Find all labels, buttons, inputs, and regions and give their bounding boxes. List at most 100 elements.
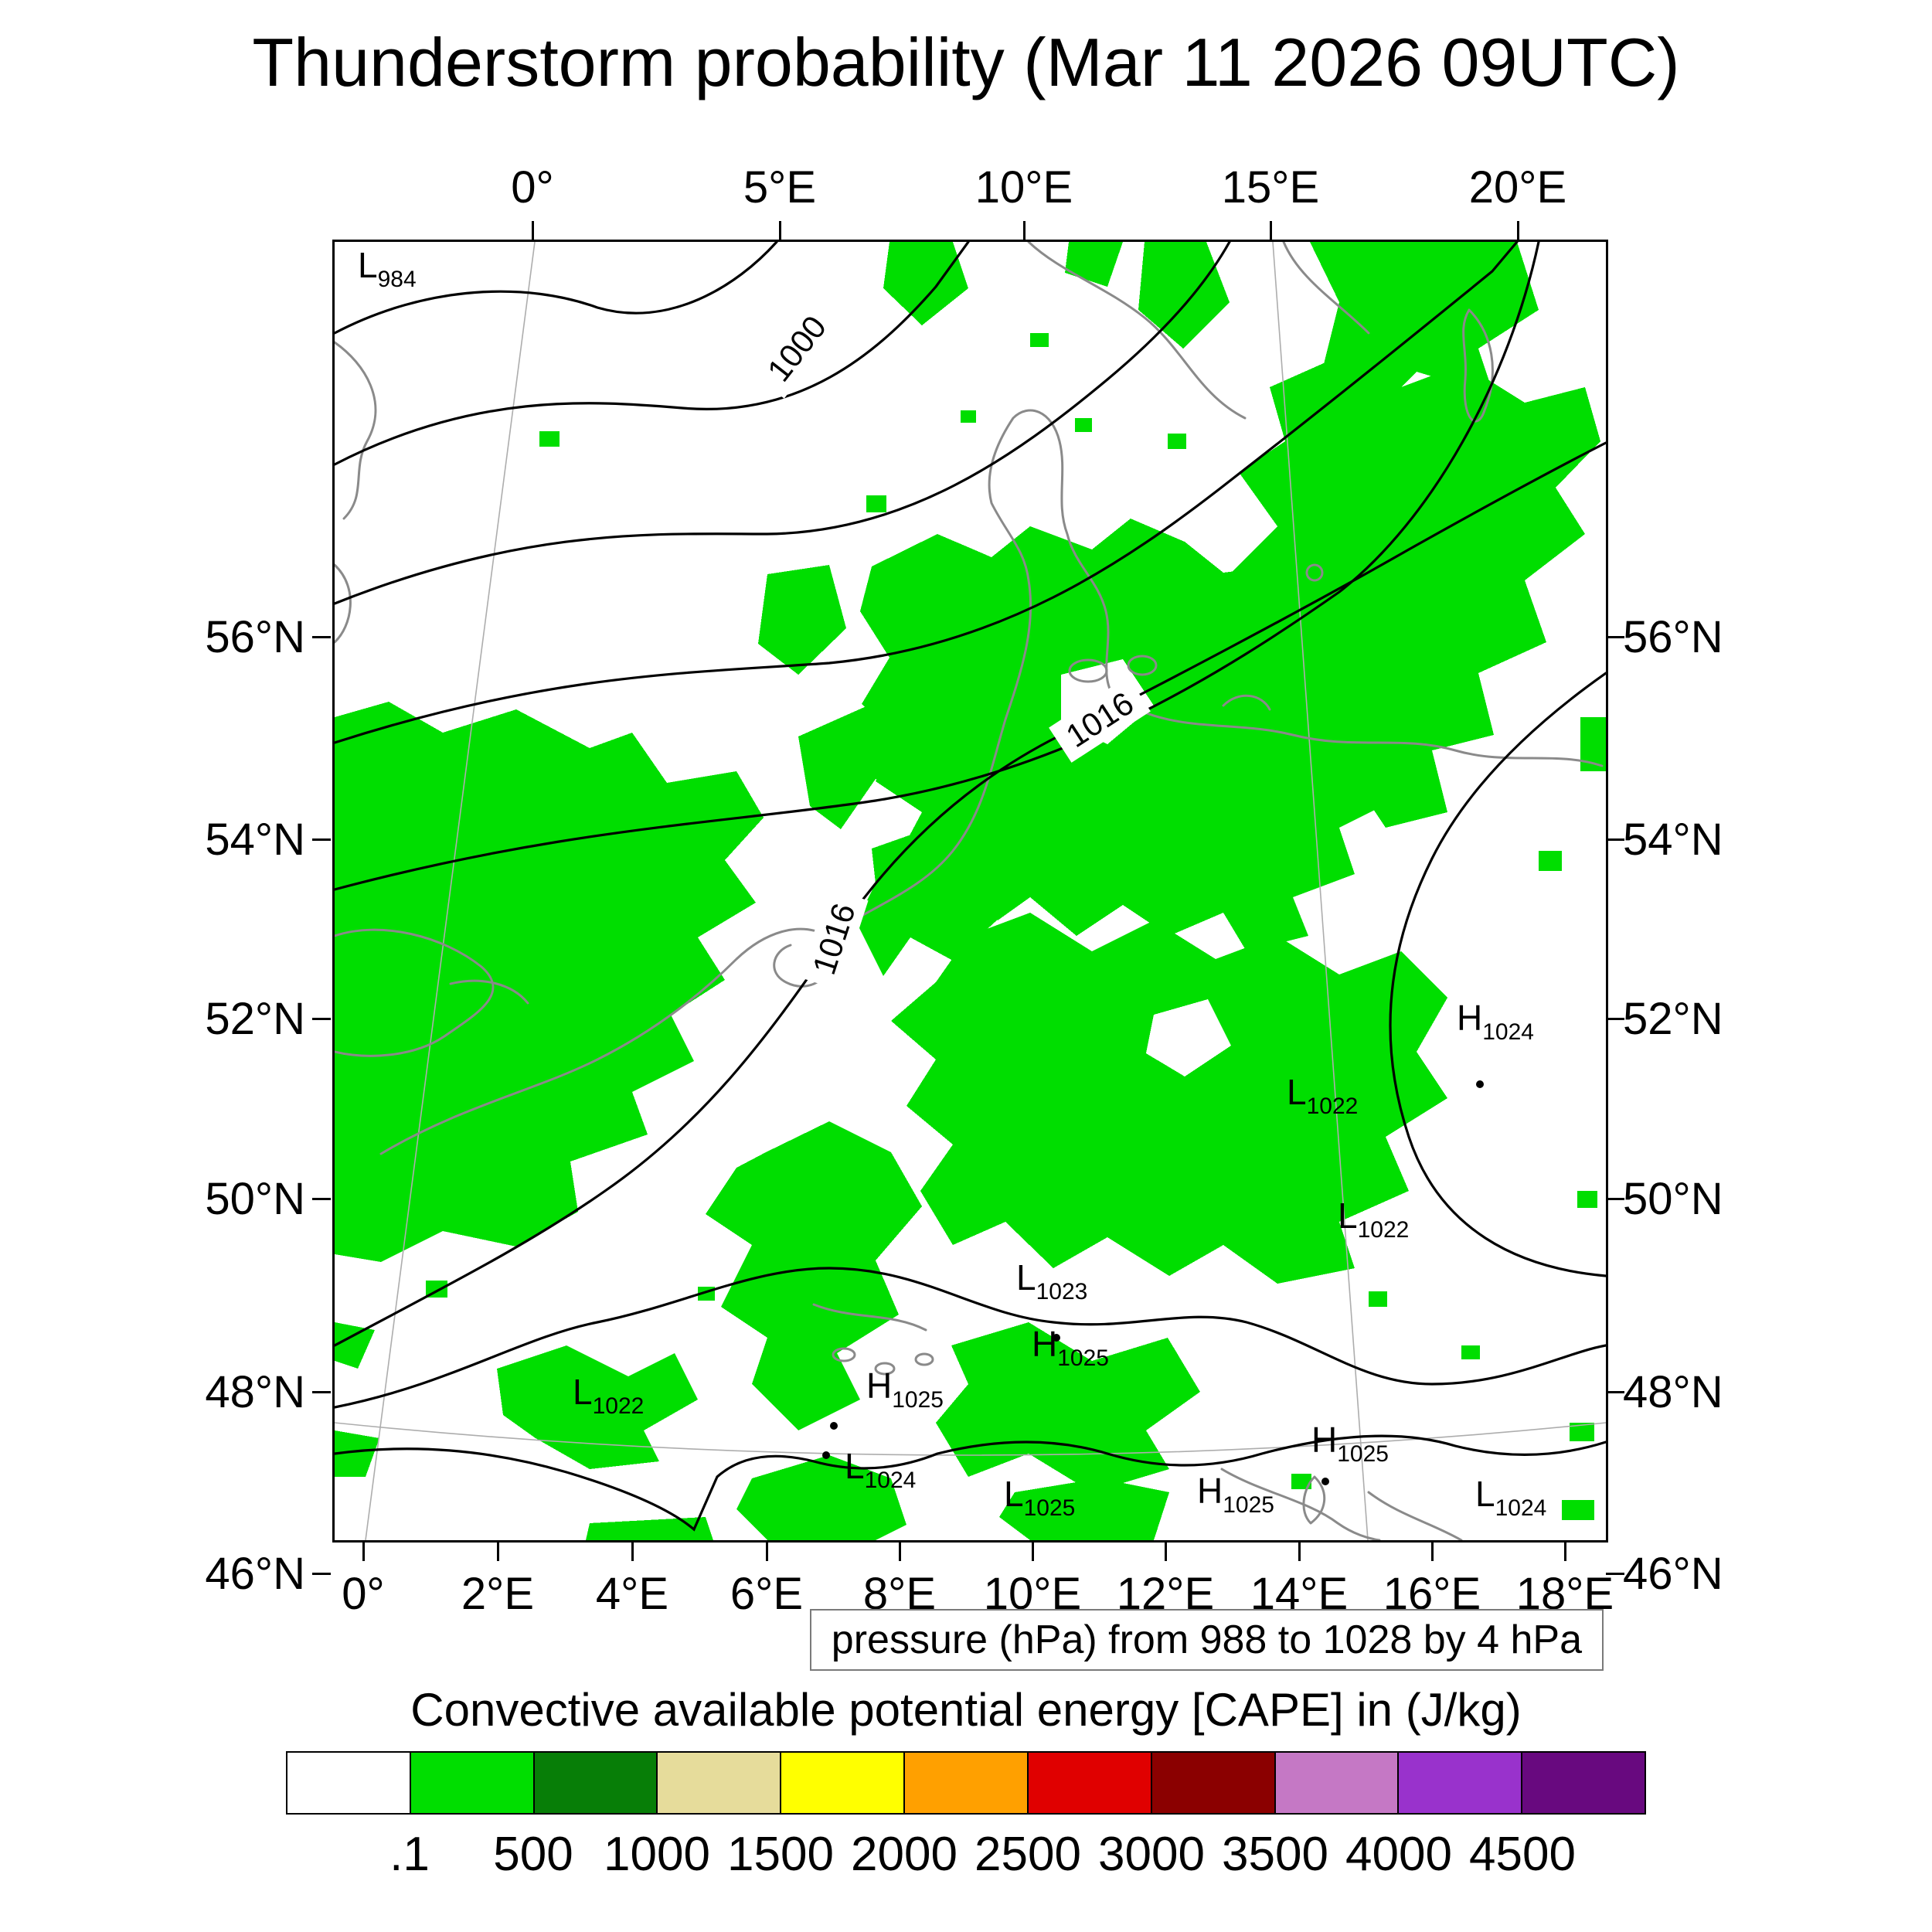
colorbar-cell	[1028, 1753, 1152, 1813]
svg-text:L1025: L1025	[1004, 1474, 1075, 1521]
colorbar-tick-label: 3000	[1098, 1828, 1205, 1881]
contour-label: 1000	[751, 298, 842, 399]
svg-text:L1024: L1024	[845, 1446, 916, 1493]
pressure-caption: pressure (hPa) from 988 to 1028 by 4 hPa	[809, 1609, 1604, 1671]
svg-text:L984: L984	[358, 245, 417, 292]
axis-tick-bottom	[1564, 1543, 1566, 1561]
axis-label-bottom: 0°	[342, 1569, 385, 1619]
colorbar-tick-label: 1000	[604, 1828, 710, 1881]
axis-label-top: 15°E	[1221, 162, 1320, 213]
axis-tick-right	[1606, 1391, 1624, 1393]
colorbar-cell	[534, 1753, 658, 1813]
axis-tick-right	[1606, 838, 1624, 841]
cape-colorbar	[286, 1751, 1646, 1815]
axis-label-top: 5°E	[743, 162, 817, 213]
colorbar-cell	[781, 1753, 906, 1813]
pressure-contour	[335, 242, 778, 335]
coastline	[812, 1303, 934, 1376]
svg-text:H1025: H1025	[1032, 1324, 1109, 1371]
axis-tick-bottom	[766, 1543, 768, 1561]
svg-text:L1022: L1022	[1338, 1196, 1409, 1243]
axis-label-right: 54°N	[1623, 815, 1723, 865]
axis-tick-right	[1606, 1198, 1624, 1200]
axis-tick-bottom	[362, 1543, 365, 1561]
colorbar-cell	[1275, 1753, 1400, 1813]
axis-label-top: 0°	[511, 162, 554, 213]
cape-region	[1065, 242, 1123, 287]
cape-region	[891, 913, 1447, 1284]
cape-region	[758, 565, 846, 675]
pressure-center: H1025	[1032, 1324, 1109, 1371]
cape-region	[1231, 356, 1600, 828]
axis-label-right: 46°N	[1623, 1549, 1723, 1599]
cape-speck	[1030, 333, 1049, 347]
cape-speck	[539, 431, 560, 447]
axis-label-bottom: 2°E	[461, 1569, 535, 1619]
axis-tick-left	[312, 1198, 331, 1200]
cape-region	[335, 702, 764, 1262]
pressure-contour	[335, 1267, 1606, 1409]
cape-speck	[866, 495, 886, 512]
colorbar-cell	[658, 1753, 782, 1813]
cape-speck	[1200, 1115, 1220, 1132]
cape-speck	[1075, 418, 1092, 432]
svg-text:L1024: L1024	[1475, 1474, 1546, 1521]
pressure-contour	[335, 441, 1606, 1347]
coastline	[379, 927, 834, 1155]
axis-label-left: 48°N	[205, 1367, 305, 1417]
axis-tick-top	[1517, 221, 1519, 240]
axis-label-right: 56°N	[1623, 612, 1723, 662]
colorbar-cell	[905, 1753, 1029, 1813]
pressure-contour	[335, 242, 1231, 605]
axis-tick-left	[312, 838, 331, 841]
contour-label: 1016	[799, 887, 869, 991]
axis-label-right: 48°N	[1623, 1367, 1723, 1417]
cape-hole	[1146, 999, 1231, 1077]
coastline	[826, 409, 1115, 937]
cape-speck	[961, 410, 976, 423]
cape-speck	[1562, 1500, 1594, 1520]
graticule-line	[1272, 242, 1369, 1540]
cape-speck	[1577, 1191, 1597, 1208]
page-title: Thunderstorm probability (Mar 11 2026 09…	[252, 24, 1680, 100]
pressure-contour	[335, 242, 1519, 744]
pressure-center: H1024	[1457, 998, 1534, 1088]
axis-tick-left	[312, 1573, 331, 1575]
map-canvas: 100010161016L984H1024L1022L1022L1023H102…	[335, 242, 1606, 1540]
colorbar-cell	[287, 1753, 411, 1813]
axis-tick-right	[1606, 1018, 1624, 1020]
cape-region	[586, 1517, 713, 1540]
pressure-center: L1024	[822, 1446, 916, 1493]
cape-region	[497, 1345, 698, 1469]
colorbar-tick-label: 2000	[851, 1828, 957, 1881]
colorbar-cell	[1399, 1753, 1523, 1813]
axis-label-bottom: 6°E	[730, 1569, 804, 1619]
axis-tick-left	[312, 636, 331, 638]
cape-speck	[1168, 434, 1186, 449]
colorbar-tick-label: 1500	[727, 1828, 834, 1881]
axis-label-right: 52°N	[1623, 994, 1723, 1044]
pressure-center: H1025	[1197, 1471, 1274, 1518]
pressure-center: L1022	[1338, 1196, 1409, 1243]
coastline	[1112, 695, 1604, 767]
cape-speck	[1461, 1345, 1480, 1359]
pressure-center: L984	[358, 245, 417, 292]
coastline	[335, 341, 377, 644]
graticule-line	[335, 1422, 1606, 1456]
svg-text:H1025: H1025	[866, 1366, 944, 1413]
colorbar-cell	[1522, 1753, 1645, 1813]
coastline	[1068, 563, 1324, 711]
cape-region	[1138, 242, 1230, 349]
cape-speck	[1369, 1291, 1387, 1307]
colorbar-tick-label: 500	[493, 1828, 573, 1881]
svg-text:H1025: H1025	[1197, 1471, 1274, 1518]
axis-tick-bottom	[497, 1543, 499, 1561]
pressure-center: L1024	[1475, 1474, 1546, 1521]
axis-label-bottom: 4°E	[595, 1569, 669, 1619]
colorbar-title: Convective available potential energy [C…	[410, 1684, 1522, 1736]
axis-label-left: 54°N	[205, 815, 305, 865]
axis-tick-left	[312, 1391, 331, 1393]
cape-region	[883, 242, 968, 325]
pressure-center: H1025	[830, 1366, 944, 1430]
